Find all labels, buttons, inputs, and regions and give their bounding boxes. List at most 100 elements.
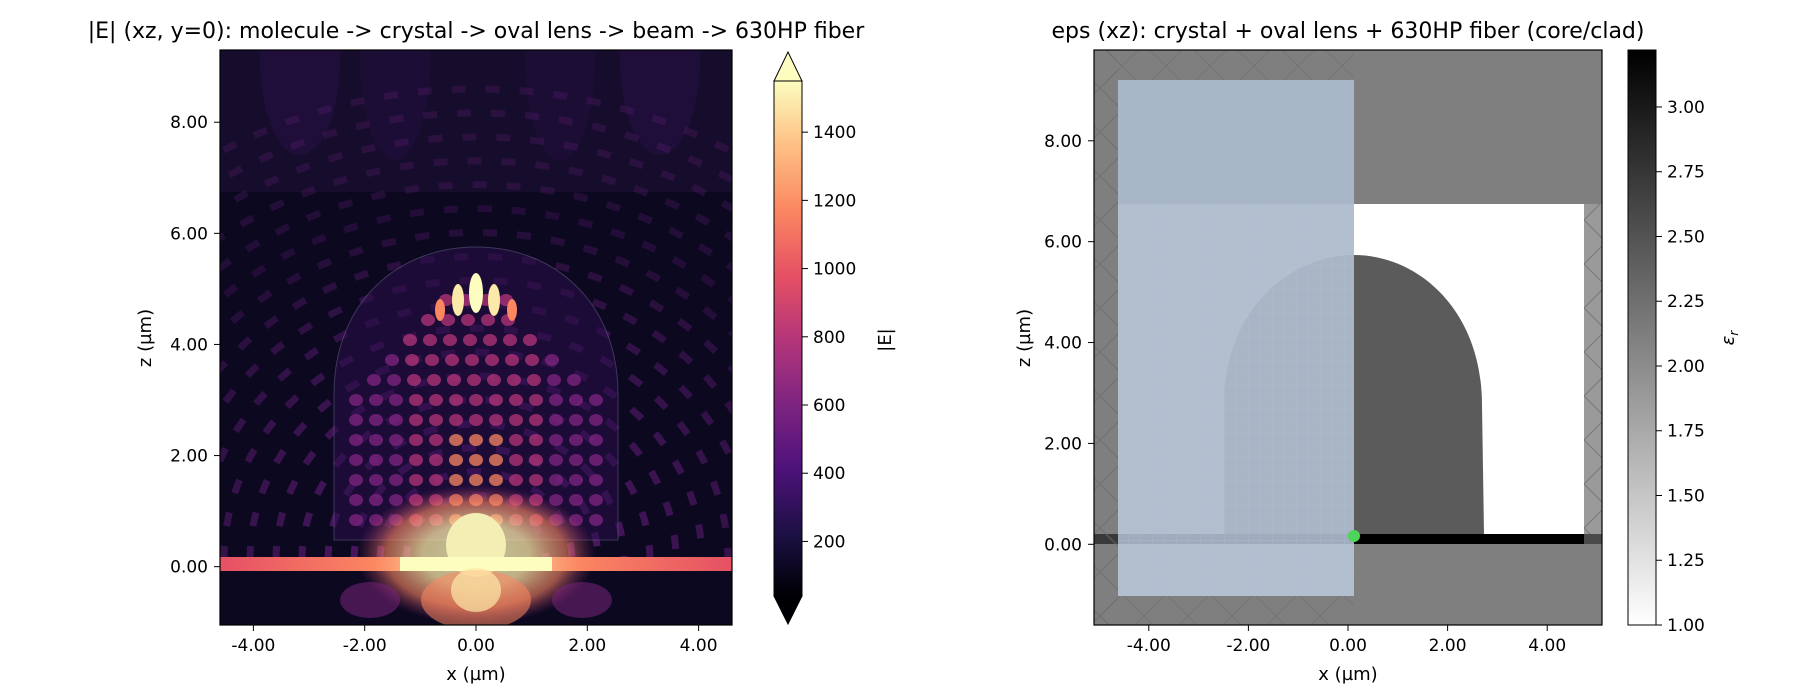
interference-spot [349, 434, 363, 446]
interference-spot [461, 314, 475, 326]
pml-bottom [1094, 596, 1354, 625]
interference-spot [525, 354, 539, 366]
interference-spot [489, 454, 503, 466]
interference-spot [567, 374, 581, 386]
interference-spot [429, 394, 443, 406]
interference-spot [349, 474, 363, 486]
field-plot: |E| (xz, y=0): molecule -> crystal -> ov… [88, 19, 896, 685]
interference-spot [421, 314, 435, 326]
interference-spot [549, 474, 563, 486]
interference-spot [445, 354, 459, 366]
right-xlabel: x (µm) [1318, 664, 1377, 685]
interference-spot [389, 474, 403, 486]
interference-spot [349, 454, 363, 466]
left-cbar-tick-label: 1000 [813, 260, 856, 280]
eps-heatmap [1094, 50, 1602, 625]
interference-spot [509, 414, 523, 426]
interference-spot [549, 454, 563, 466]
left-xtick-label: -4.00 [231, 636, 275, 656]
right-cbar-tick-label: 2.25 [1667, 292, 1705, 312]
right-cbar-tick-label: 2.75 [1667, 163, 1705, 183]
interference-spot [529, 414, 543, 426]
left-ytick-label: 4.00 [170, 335, 208, 355]
right-cbar-tick-label: 2.50 [1667, 227, 1705, 247]
interference-spot [409, 474, 423, 486]
interference-spot [427, 374, 441, 386]
interference-spot [443, 334, 457, 346]
right-ytick-label: 2.00 [1044, 434, 1082, 454]
interference-spot [407, 374, 421, 386]
right-title: eps (xz): crystal + oval lens + 630HP fi… [1052, 19, 1645, 44]
left-cbar-tick-label: 400 [813, 464, 845, 484]
right-colorbar-ticks: 1.00 1.25 1.50 1.75 2.00 2.25 2.50 2.75 3.00 [1656, 98, 1705, 636]
interference-spot [569, 474, 583, 486]
pml-left [1094, 50, 1118, 625]
right-ytick-label: 6.00 [1044, 233, 1082, 253]
interference-spot [349, 414, 363, 426]
left-title: |E| (xz, y=0): molecule -> crystal -> ov… [88, 19, 865, 44]
interference-spot [449, 414, 463, 426]
interference-spot [487, 374, 501, 386]
interference-spot [349, 394, 363, 406]
interference-spot [369, 414, 383, 426]
left-xtick-label: 4.00 [680, 636, 718, 656]
interference-spot [485, 354, 499, 366]
interference-spot [549, 394, 563, 406]
interference-spot [449, 434, 463, 446]
source-marker [1348, 530, 1360, 542]
interference-spot [409, 454, 423, 466]
interference-spot [389, 394, 403, 406]
interference-spot [429, 454, 443, 466]
left-ytick-label: 2.00 [170, 447, 208, 467]
interference-spot [463, 334, 477, 346]
left-ytick-label: 0.00 [170, 558, 208, 578]
left-ytick-label: 6.00 [170, 224, 208, 244]
right-xtick-label: 4.00 [1528, 636, 1566, 656]
right-cbar-tick-label: 3.00 [1667, 98, 1705, 118]
interference-spot [509, 474, 523, 486]
interference-spot [409, 414, 423, 426]
interference-spot [449, 454, 463, 466]
interference-spot [367, 374, 381, 386]
left-cbar-tick-label: 600 [813, 396, 845, 416]
interference-spot [389, 414, 403, 426]
field-heatmap [220, 50, 732, 625]
interference-spot [387, 374, 401, 386]
interference-spot [469, 474, 483, 486]
interference-spot [527, 374, 541, 386]
interference-spot [369, 474, 383, 486]
left-cbar-tick-label: 800 [813, 328, 845, 348]
left-xlabel: x (µm) [446, 664, 505, 685]
interference-spot [429, 474, 443, 486]
interference-spot [481, 314, 495, 326]
interference-spot [423, 334, 437, 346]
interference-spot [505, 354, 519, 366]
interference-spot [389, 434, 403, 446]
interference-spot [449, 474, 463, 486]
interference-spot [489, 434, 503, 446]
left-xtick-label: -2.00 [343, 636, 387, 656]
interference-spot [429, 434, 443, 446]
right-ticks: -4.00 -2.00 0.00 2.00 4.00 0.00 2.00 4.00 6.00 8.… [1044, 132, 1566, 656]
interference-spot [545, 354, 559, 366]
interference-spot [569, 414, 583, 426]
interference-spot [589, 474, 603, 486]
interference-spot [489, 474, 503, 486]
interference-spot [449, 394, 463, 406]
interference-spot [489, 394, 503, 406]
interference-spot [509, 394, 523, 406]
interference-spot [529, 474, 543, 486]
right-colorbar: 1.00 1.25 1.50 1.75 2.00 2.25 2.50 2.75 3.00 εr [1627, 49, 1741, 636]
right-xtick-label: -4.00 [1127, 636, 1171, 656]
interference-spot [569, 454, 583, 466]
interference-spot [589, 414, 603, 426]
right-colorbar-label: εr [1718, 330, 1741, 346]
right-xtick-label: 0.00 [1329, 636, 1367, 656]
eps-plot: eps (xz): crystal + oval lens + 630HP fi… [1014, 19, 1741, 685]
interference-spot [429, 414, 443, 426]
interference-spot [409, 394, 423, 406]
focus-lobes [435, 273, 517, 321]
left-ytick-label: 8.00 [170, 113, 208, 133]
left-cbar-tick-label: 1200 [813, 191, 856, 211]
